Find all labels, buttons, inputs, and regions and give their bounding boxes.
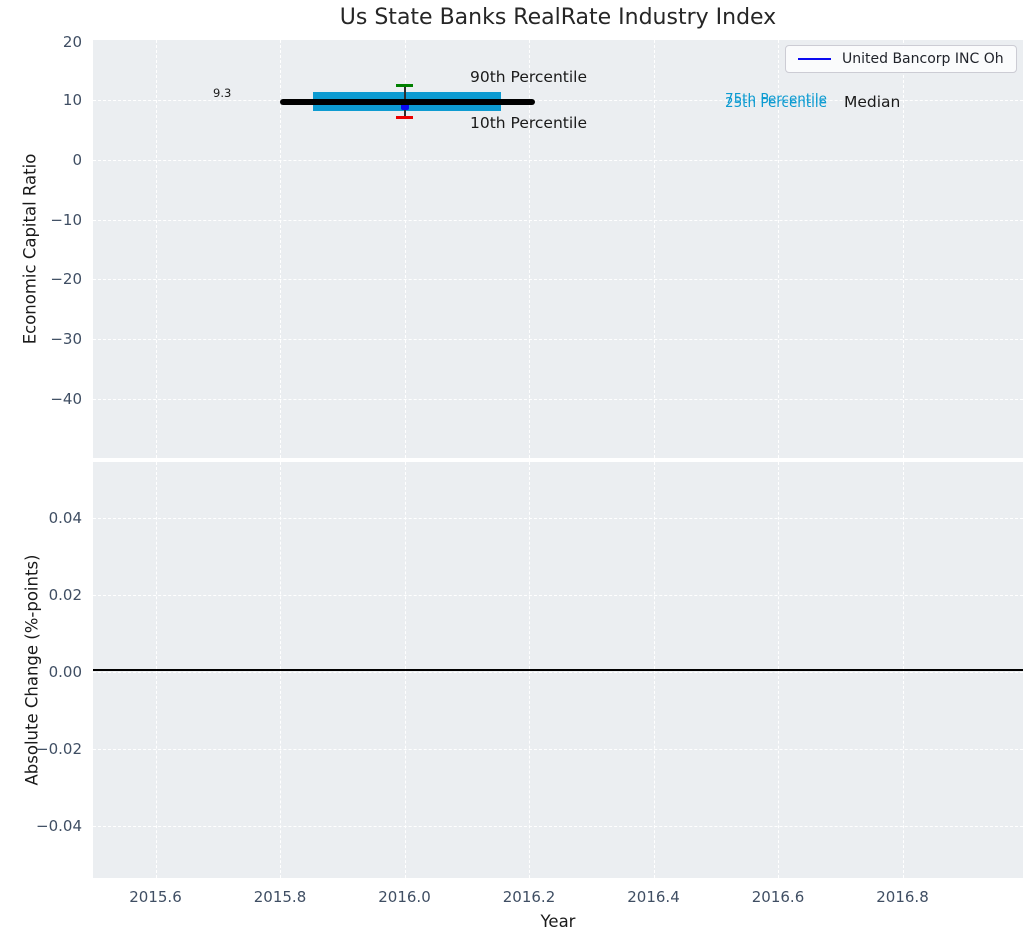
ytick-bottom: 0.02 bbox=[8, 586, 82, 604]
chart-figure: Us State Banks RealRate Industry Index 9… bbox=[0, 0, 1034, 942]
ytick-top: 0 bbox=[8, 151, 82, 169]
gridline-vertical bbox=[156, 40, 157, 458]
gridline-horizontal bbox=[93, 399, 1023, 400]
xtick: 2016.6 bbox=[752, 888, 805, 906]
ytick-bottom: 0.00 bbox=[8, 663, 82, 681]
median-value-label: 9.3 bbox=[213, 86, 231, 100]
gridline-horizontal bbox=[93, 160, 1023, 161]
ytick-top: −40 bbox=[8, 390, 82, 408]
ytick-bottom: 0.04 bbox=[8, 509, 82, 527]
annotation-25th-percentile: 25th Percentile bbox=[725, 95, 827, 111]
gridline-horizontal bbox=[93, 826, 1023, 827]
annotation-median: Median bbox=[844, 93, 900, 111]
xlabel-year: Year bbox=[541, 912, 576, 931]
gridline-horizontal bbox=[93, 279, 1023, 280]
ytick-top: −30 bbox=[8, 330, 82, 348]
ytick-top: 20 bbox=[8, 33, 82, 51]
ytick-top: −10 bbox=[8, 211, 82, 229]
xtick: 2016.4 bbox=[627, 888, 680, 906]
ytick-bottom: −0.02 bbox=[8, 740, 82, 758]
median-line bbox=[280, 99, 535, 105]
legend: United Bancorp INC Oh bbox=[785, 45, 1017, 73]
ytick-bottom: −0.04 bbox=[8, 817, 82, 835]
gridline-vertical bbox=[903, 40, 904, 458]
xtick: 2016.8 bbox=[876, 888, 929, 906]
gridline-horizontal bbox=[93, 672, 1023, 673]
chart-title: Us State Banks RealRate Industry Index bbox=[340, 5, 776, 30]
ylabel-economic-capital-ratio: Economic Capital Ratio bbox=[21, 154, 40, 345]
gridline-horizontal bbox=[93, 749, 1023, 750]
xtick: 2016.0 bbox=[378, 888, 431, 906]
ylabel-absolute-change: Absolute Change (%-points) bbox=[23, 555, 42, 786]
zero-reference-line bbox=[93, 669, 1023, 671]
90th-percentile-cap bbox=[396, 84, 413, 88]
gridline-horizontal bbox=[93, 595, 1023, 596]
ytick-top: −20 bbox=[8, 270, 82, 288]
ytick-top: 10 bbox=[8, 91, 82, 109]
annotation-10th-percentile: 10th Percentile bbox=[470, 114, 587, 132]
xtick: 2016.2 bbox=[503, 888, 556, 906]
annotation-90th-percentile: 90th Percentile bbox=[470, 68, 587, 86]
xtick: 2015.8 bbox=[254, 888, 307, 906]
gridline-horizontal bbox=[93, 220, 1023, 221]
subplot-absolute-change bbox=[93, 462, 1023, 878]
gridline-vertical bbox=[654, 40, 655, 458]
gridline-horizontal bbox=[93, 518, 1023, 519]
xtick: 2015.6 bbox=[129, 888, 182, 906]
legend-label: United Bancorp INC Oh bbox=[842, 51, 1004, 67]
legend-line-swatch bbox=[798, 58, 831, 61]
10th-percentile-cap bbox=[396, 116, 413, 120]
gridline-horizontal bbox=[93, 339, 1023, 340]
subplot-economic-capital-ratio: 9.3 90th Percentile 10th Percentile 75th… bbox=[93, 40, 1023, 458]
